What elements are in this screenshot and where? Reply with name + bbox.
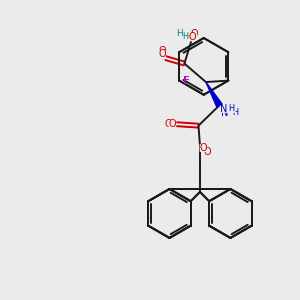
Text: O: O [200, 143, 207, 153]
Text: O: O [169, 119, 176, 129]
Text: F: F [184, 76, 190, 85]
Text: H: H [182, 32, 188, 41]
FancyBboxPatch shape [169, 120, 176, 128]
FancyBboxPatch shape [184, 33, 197, 41]
FancyBboxPatch shape [221, 105, 236, 113]
FancyBboxPatch shape [158, 50, 166, 58]
Text: O: O [189, 32, 196, 42]
Polygon shape [206, 82, 222, 107]
Text: H: H [176, 29, 183, 38]
Text: O: O [158, 46, 166, 56]
Text: N: N [220, 104, 227, 114]
Text: O: O [190, 29, 198, 39]
Text: N: N [221, 108, 229, 118]
Text: O: O [165, 119, 172, 129]
Text: F: F [183, 76, 189, 85]
FancyBboxPatch shape [200, 144, 207, 152]
Text: ·: · [186, 34, 188, 38]
Text: H: H [228, 104, 234, 113]
Text: ·: · [187, 34, 189, 39]
Text: H: H [232, 108, 238, 117]
Text: O: O [158, 49, 166, 59]
Text: O: O [203, 148, 211, 158]
